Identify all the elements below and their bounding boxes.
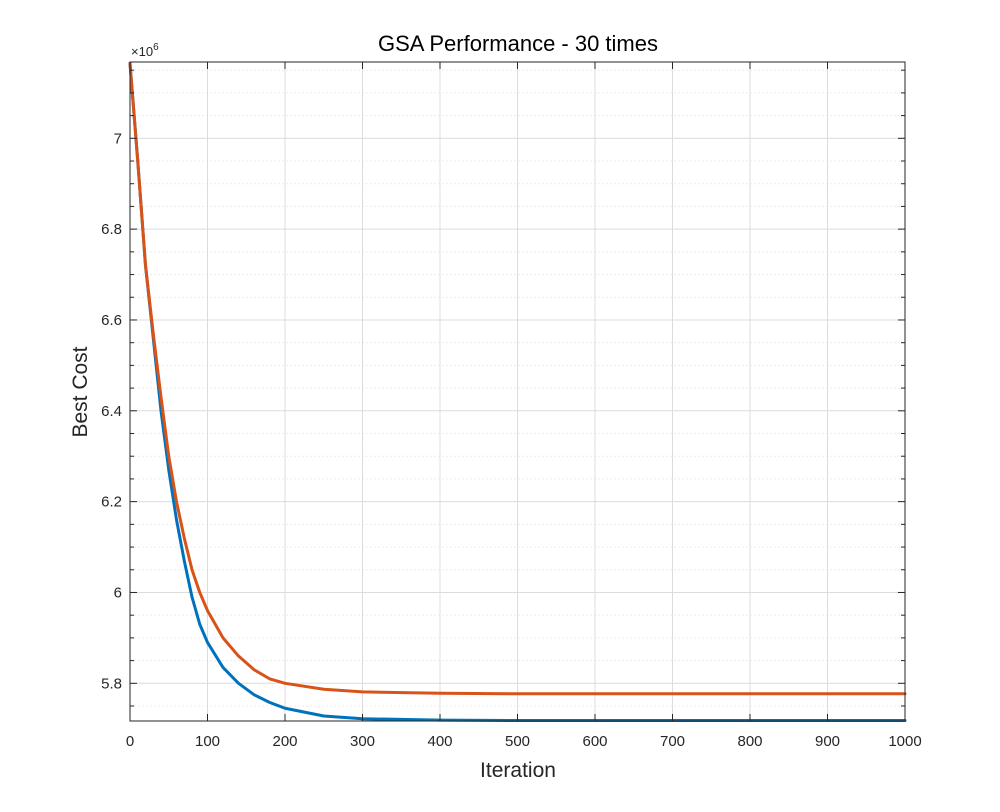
y-tick-label: 5.8 [101, 675, 122, 692]
x-tick-label: 700 [660, 733, 685, 750]
y-tick-label: 6.4 [101, 403, 122, 420]
series-line-2 [128, 61, 907, 696]
x-tick-labels: 0 100 200 300 400 500 600 700 800 900 1000 [126, 733, 922, 750]
x-tick-label: 600 [582, 733, 607, 750]
x-tick-label: 500 [505, 733, 530, 750]
x-tick-label: 900 [815, 733, 840, 750]
x-tick-label: 400 [427, 733, 452, 750]
y-tick-label: 6 [114, 584, 122, 601]
y-axis-label: Best Cost [69, 346, 92, 437]
y-tick-label: 6.8 [101, 221, 122, 238]
chart-title: GSA Performance - 30 times [378, 31, 658, 56]
y-tick-label: 6.6 [101, 312, 122, 329]
x-tick-label: 100 [195, 733, 220, 750]
x-tick-label: 200 [272, 733, 297, 750]
minor-grid [130, 69, 905, 707]
x-tick-label: 300 [350, 733, 375, 750]
y-exponent-power: 6 [153, 42, 159, 53]
y-axis-exponent: ×106 [131, 42, 159, 59]
x-tick-label: 0 [126, 733, 134, 750]
axis-ticks [129, 62, 906, 721]
x-tick-label: 1000 [888, 733, 921, 750]
y-tick-label: 7 [114, 130, 122, 147]
y-tick-labels: 5.8 6 6.2 6.4 6.6 6.8 7 [101, 130, 122, 692]
x-tick-label: 800 [737, 733, 762, 750]
y-tick-label: 6.2 [101, 494, 122, 511]
x-axis-label: Iteration [480, 759, 556, 782]
y-exponent-prefix: ×10 [131, 44, 153, 59]
